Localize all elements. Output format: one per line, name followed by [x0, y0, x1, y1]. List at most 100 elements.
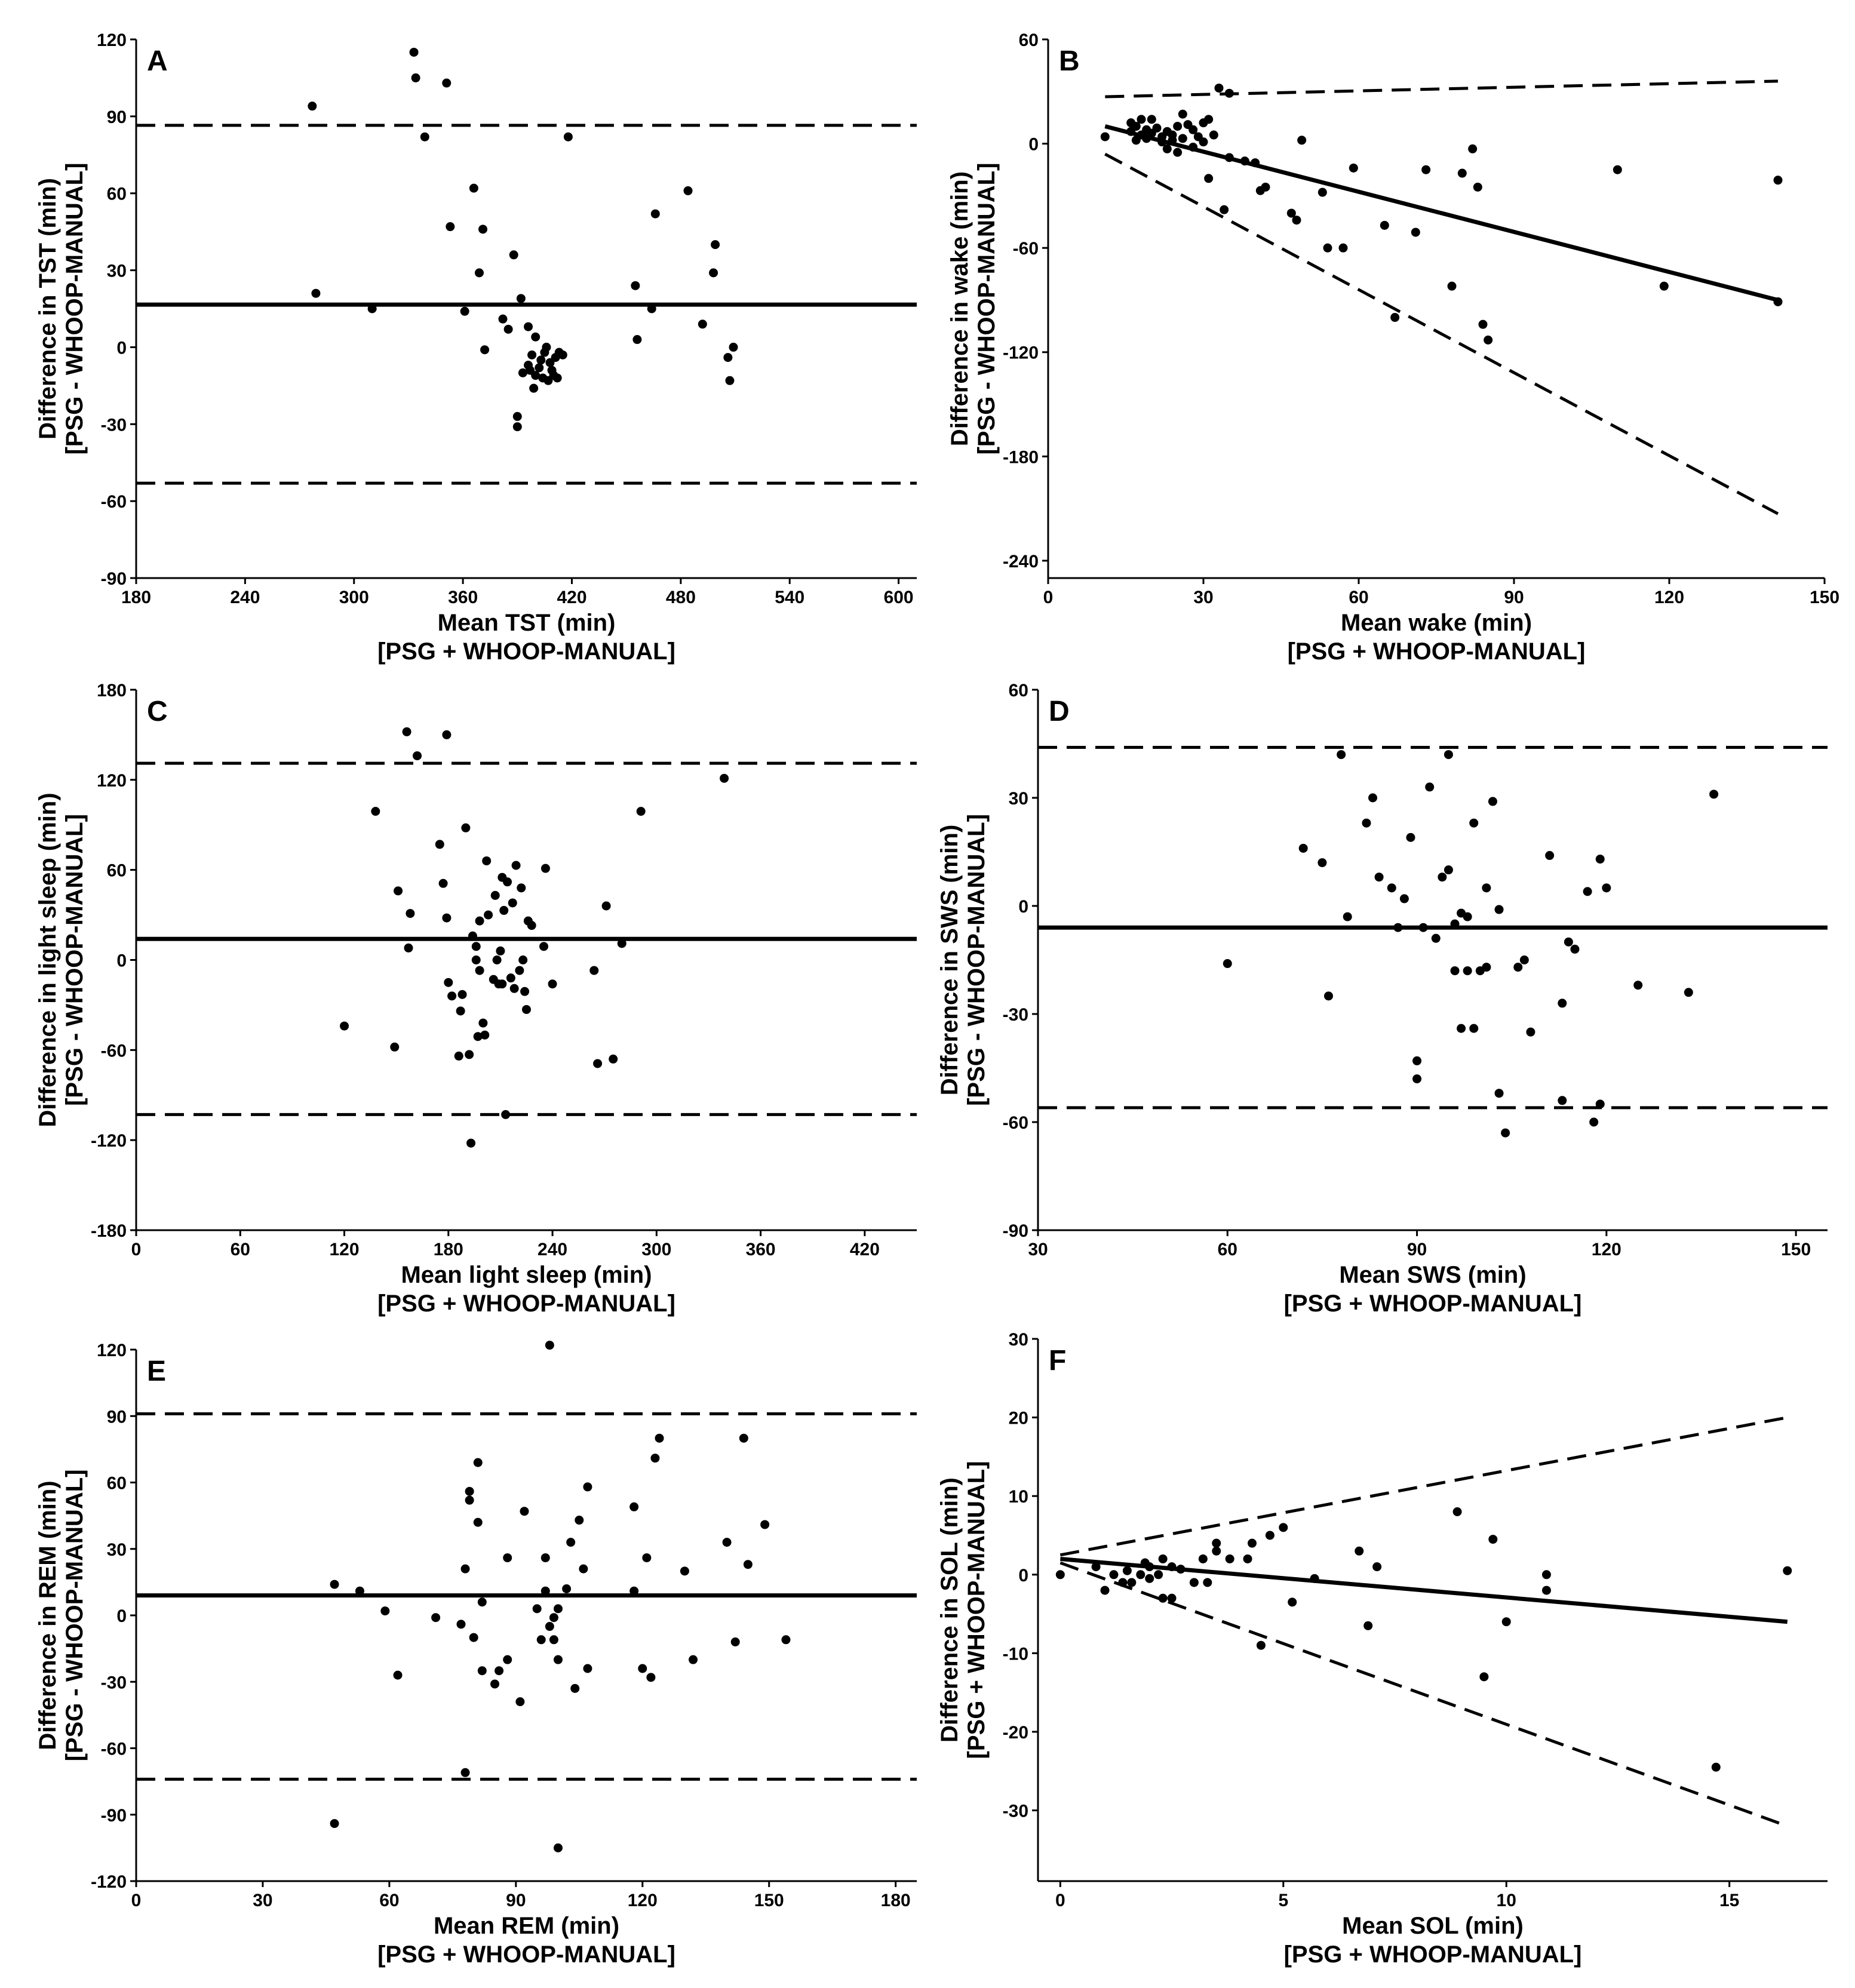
panel-b-data-point	[1168, 136, 1177, 145]
panel-e-data-point	[655, 1434, 664, 1443]
panel-e-data-point	[465, 1487, 474, 1496]
panel-f-data-point	[1243, 1554, 1252, 1563]
panel-e-data-point	[562, 1584, 571, 1593]
panel-c-data-point	[493, 955, 502, 964]
panel-f-data-point	[1141, 1559, 1150, 1568]
panel-c-data-point	[548, 979, 557, 988]
panel-d-data-point	[1558, 1096, 1567, 1105]
panel-d-data-point	[1438, 872, 1446, 881]
panel-d-x-tick-label: 150	[1781, 1240, 1811, 1259]
panel-a-data-point	[535, 363, 543, 372]
panel-e-data-point	[579, 1565, 588, 1574]
panel-c-data-point	[442, 914, 451, 923]
panel-d-data-point	[1589, 1118, 1598, 1127]
panel-b-data-point	[1660, 282, 1669, 291]
panel-c-data-point	[510, 984, 519, 993]
panel-c-data-point	[491, 891, 500, 900]
panel-a-data-point	[513, 422, 522, 431]
panel-a-data-point	[647, 305, 656, 314]
panel-c-data-point	[406, 909, 414, 918]
panel-c-data-point	[720, 774, 729, 783]
panel-b-x-tick-label: 150	[1810, 588, 1839, 607]
panel-a-data-point	[698, 319, 707, 328]
panel-d-y-tick-label: 0	[1018, 897, 1028, 917]
panel-e-y-tick-label: -60	[101, 1740, 127, 1759]
panel-b-data-point	[1613, 165, 1622, 174]
panel-c-data-point	[454, 1052, 463, 1061]
panel-c-data-point	[390, 1043, 399, 1052]
panel-f-data-point	[1123, 1566, 1132, 1575]
panel-b-data-point	[1774, 297, 1783, 306]
panel-a-y-tick-label: 30	[107, 262, 127, 281]
panel-a-y-tick-label: 120	[97, 30, 127, 50]
panel-c-x-tick-label: 0	[131, 1240, 142, 1259]
panel-c-data-point	[466, 1139, 475, 1148]
panel-a-data-point	[536, 355, 545, 364]
panel-a-data-point	[729, 343, 738, 352]
panel-f-data-point	[1279, 1523, 1288, 1532]
panel-c-data-point	[472, 955, 481, 964]
panel-d-data-point	[1558, 998, 1567, 1007]
panel-e-data-point	[723, 1538, 732, 1547]
panel-e-x-tick-label: 0	[131, 1891, 142, 1910]
panel-e-data-point	[731, 1637, 740, 1646]
panel-b-x-tick-label: 60	[1349, 588, 1368, 607]
panel-b-data-point	[1209, 131, 1218, 140]
panel-d-data-point	[1406, 833, 1415, 842]
panel-a-x-tick-label: 600	[884, 588, 914, 607]
panel-e-y-tick-label: -120	[91, 1872, 127, 1892]
panel-a-y-axis-title: Difference in TST (min)	[35, 178, 61, 440]
panel-e-data-point	[549, 1635, 558, 1644]
panel-c-data-point	[472, 942, 481, 951]
panel-f-data-point	[1190, 1578, 1199, 1587]
panel-e-data-point	[541, 1553, 550, 1562]
panel-f-data-point	[1101, 1586, 1110, 1595]
panel-e-letter: E	[147, 1356, 166, 1387]
panel-b-data-point	[1318, 188, 1327, 197]
panel-e-data-point	[554, 1843, 563, 1852]
panel-b-data-point	[1147, 115, 1156, 124]
panel-c-data-point	[442, 730, 451, 739]
panel-d-letter: D	[1049, 696, 1070, 727]
panel-d-data-point	[1457, 1024, 1466, 1033]
panel-f-data-point	[1127, 1578, 1136, 1587]
panel-c-data-point	[501, 1110, 510, 1119]
panel-c-y-tick-label: 60	[107, 861, 127, 881]
panel-c-y-axis-subtitle: [PSG - WHOOP-MANUAL]	[62, 814, 88, 1106]
panel-f-data-point	[1159, 1594, 1168, 1603]
panel-d-data-point	[1451, 920, 1460, 929]
panel-e-data-point	[781, 1635, 790, 1644]
panel-d-data-point	[1324, 991, 1333, 1000]
panel-f-data-point	[1488, 1535, 1497, 1544]
panel-e-data-point	[575, 1516, 583, 1525]
panel-a-data-point	[524, 322, 533, 331]
panel-f-data-point	[1212, 1547, 1221, 1556]
panel-e-data-point	[394, 1671, 403, 1680]
panel-f-y-tick-label: 30	[1009, 1330, 1028, 1350]
panel-d-data-point	[1463, 912, 1472, 921]
panel-e-data-point	[744, 1560, 753, 1569]
panel-d-data-point	[1444, 865, 1453, 874]
panel-e-data-point	[503, 1655, 512, 1664]
panel-f-data-point	[1288, 1597, 1297, 1606]
panel-c-data-point	[512, 861, 521, 870]
panel-b-data-point	[1220, 205, 1229, 214]
panel-c-y-tick-label: 120	[97, 771, 127, 791]
panel-f-data-point	[1542, 1586, 1551, 1595]
panel-f-data-point	[1154, 1570, 1163, 1579]
panel-b-data-point	[1178, 110, 1187, 119]
panel-a-x-tick-label: 360	[448, 588, 478, 607]
panel-e-data-point	[570, 1684, 579, 1693]
panel-c-data-point	[506, 973, 515, 982]
panel-b-data-point	[1173, 148, 1182, 157]
panel-f-data-point	[1199, 1554, 1208, 1563]
panel-d-data-point	[1709, 789, 1718, 798]
panel-f-x-axis-title: Mean SOL (min)	[1342, 1913, 1524, 1939]
panel-d-data-point	[1513, 963, 1522, 972]
figure-background	[0, 0, 1855, 1988]
panel-f-letter: F	[1049, 1345, 1066, 1376]
panel-c-data-point	[497, 979, 506, 988]
panel-d-data-point	[1596, 855, 1605, 864]
panel-b-x-tick-label: 0	[1043, 588, 1054, 607]
panel-f-data-point	[1783, 1566, 1792, 1575]
